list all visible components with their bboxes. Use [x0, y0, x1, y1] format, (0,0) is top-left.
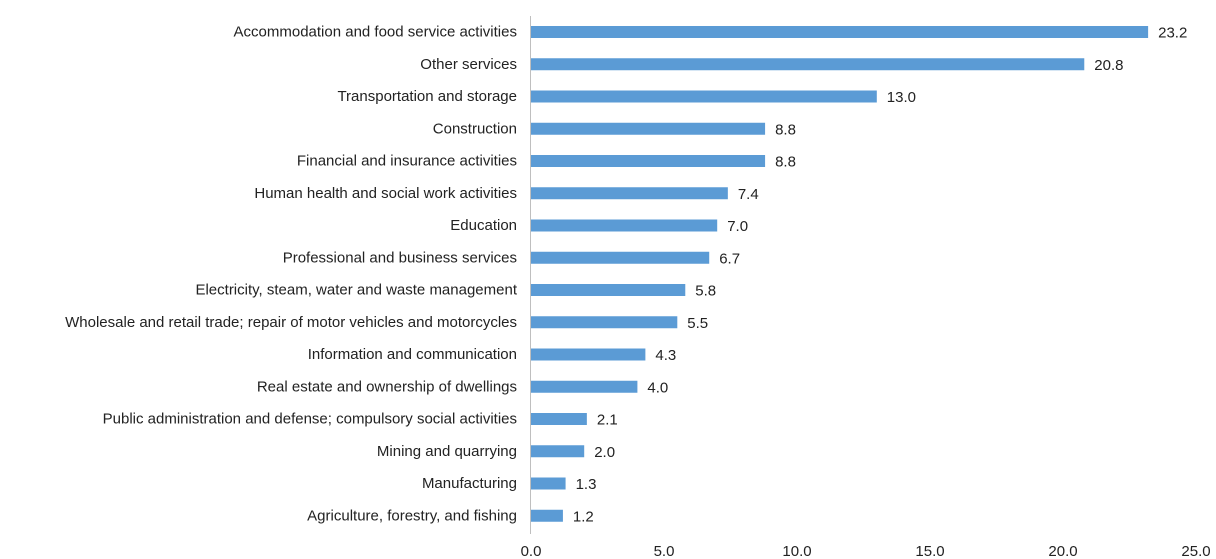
bar	[531, 509, 563, 522]
value-label: 2.1	[597, 412, 618, 429]
value-label: 2.0	[594, 444, 615, 461]
bar	[531, 348, 646, 361]
category-label: Construction	[433, 120, 517, 137]
value-label: 5.5	[687, 315, 708, 332]
value-label: 7.4	[738, 186, 759, 203]
bar	[531, 251, 710, 264]
value-labels-group: 23.2 20.8 13.0 8.8 8.8 7.4 7.0 6.75.8 5.5 4.3 4.0 2…	[573, 25, 1187, 526]
category-label: Manufacturing	[422, 475, 517, 492]
x-tick-labels-group: 0.0 5.0 10.0 15.0 20.0 25.0	[521, 543, 1211, 559]
bar	[531, 284, 686, 296]
category-label: Transportation and storage	[337, 88, 517, 105]
value-label: 6.7	[719, 250, 740, 267]
bars-group	[531, 26, 1149, 522]
x-tick-label: 20.0	[1048, 543, 1077, 559]
category-label: Accommodation and food service activitie…	[234, 24, 517, 41]
category-label: Education	[450, 217, 517, 234]
value-label: 4.0	[647, 379, 668, 396]
category-label: Public administration and defense; compu…	[103, 411, 517, 428]
value-label: 13.0	[887, 89, 916, 106]
x-tick-label: 5.0	[654, 543, 675, 559]
bar	[531, 122, 766, 135]
category-label: Information and communication	[308, 346, 517, 363]
bar	[531, 187, 728, 200]
category-label: Other services	[420, 56, 517, 73]
bar	[531, 26, 1149, 38]
bar	[531, 477, 566, 490]
category-label: Wholesale and retail trade; repair of mo…	[65, 314, 517, 331]
category-labels-group: Accommodation and food service activitie…	[65, 24, 518, 525]
value-label: 8.8	[775, 121, 796, 138]
category-label: Mining and quarrying	[377, 443, 517, 460]
bar	[531, 445, 585, 458]
category-label: Electricity, steam, water and waste mana…	[195, 282, 517, 299]
x-tick-label: 0.0	[521, 543, 542, 559]
category-label: Real estate and ownership of dwellings	[257, 378, 517, 395]
category-label: Professional and business services	[283, 249, 517, 266]
x-tick-label: 25.0	[1181, 543, 1210, 559]
value-label: 4.3	[655, 347, 676, 364]
bar	[531, 316, 678, 329]
category-label: Financial and insurance activities	[297, 153, 517, 170]
category-label: Human health and social work activities	[254, 185, 517, 202]
value-label: 1.3	[576, 476, 597, 493]
value-label: 20.8	[1094, 57, 1123, 74]
value-label: 7.0	[727, 218, 748, 235]
bar	[531, 155, 766, 167]
x-tick-label: 15.0	[915, 543, 944, 559]
bar	[531, 413, 587, 425]
bar	[531, 58, 1085, 71]
value-label: 5.8	[695, 283, 716, 300]
bar	[531, 90, 877, 103]
bar	[531, 380, 638, 393]
bar	[531, 219, 718, 232]
value-label: 1.2	[573, 508, 594, 525]
value-label: 23.2	[1158, 25, 1187, 42]
value-label: 8.8	[775, 154, 796, 171]
category-label: Agriculture, forestry, and fishing	[307, 507, 517, 524]
x-tick-label: 10.0	[782, 543, 811, 559]
